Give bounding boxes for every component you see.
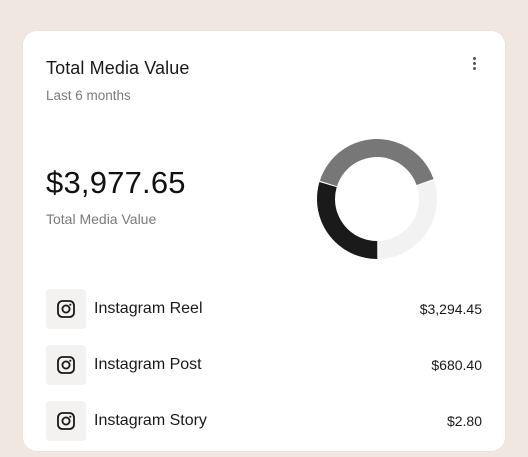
total-amount: $3,977.65 bbox=[46, 165, 186, 200]
total-amount-label: Total Media Value bbox=[46, 211, 157, 227]
instagram-icon bbox=[46, 401, 86, 441]
card-title: Total Media Value bbox=[46, 58, 190, 78]
instagram-icon bbox=[46, 289, 86, 329]
breakdown-list: Instagram Reel $3,294.45 Instagram Post … bbox=[46, 289, 482, 457]
list-item-value: $680.40 bbox=[431, 357, 482, 373]
media-value-card: Total Media Value Last 6 months $3,977.6… bbox=[23, 31, 505, 451]
list-item-label: Instagram Post bbox=[94, 356, 202, 373]
donut-segments bbox=[317, 139, 437, 259]
donut-segment bbox=[317, 139, 437, 259]
list-item[interactable]: Instagram Post $680.40 bbox=[46, 345, 482, 385]
list-item-value: $3,294.45 bbox=[419, 301, 482, 317]
list-item-label: Instagram Story bbox=[94, 412, 207, 429]
instagram-icon bbox=[46, 345, 86, 385]
donut-chart bbox=[317, 139, 437, 259]
list-item[interactable]: Instagram Story $2.80 bbox=[46, 401, 482, 441]
list-item-value: $2.80 bbox=[446, 413, 482, 429]
more-vertical-icon[interactable] bbox=[466, 53, 482, 73]
card-subtitle: Last 6 months bbox=[46, 88, 131, 103]
list-item-label: Instagram Reel bbox=[94, 300, 203, 317]
donut-segment bbox=[317, 139, 437, 259]
list-item[interactable]: Instagram Reel $3,294.45 bbox=[46, 289, 482, 329]
